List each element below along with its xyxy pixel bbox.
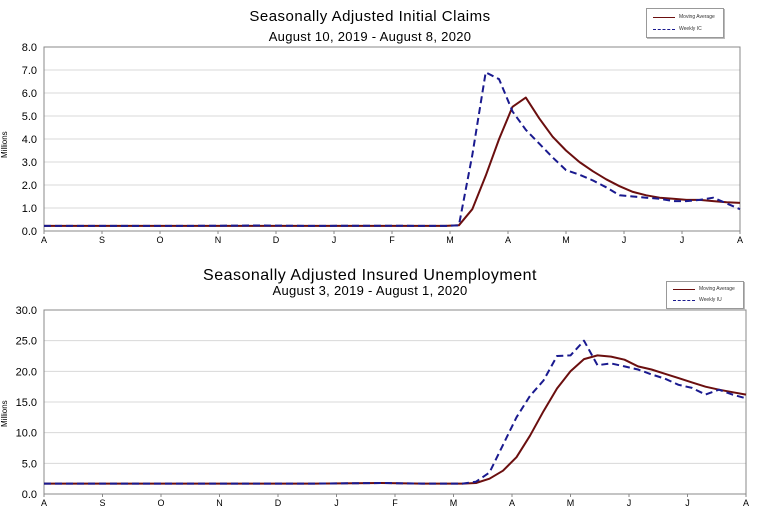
legend-label: Weekly IC [679,26,702,32]
y-tick-label: 1.0 [22,203,37,215]
y-axis-label: Millions [0,131,9,158]
legend-label: Weekly IU [699,297,722,303]
x-tick-label: N [215,235,222,245]
x-tick-label: A [737,235,743,245]
x-tick-label: D [275,498,282,508]
x-tick-label: J [685,498,690,508]
legend-label: Moving Average [699,286,735,292]
x-tick-label: J [680,235,685,245]
y-tick-label: 10.0 [16,428,37,440]
series-line-weekly-ic [44,71,741,227]
x-tick-label: J [627,498,632,508]
x-tick-label: D [273,235,280,245]
initial-claims-plot: 0.0 1.0 2.0 3.0 4.0 5.0 6.0 7.0 8.0 A S O N D J F M A M J J A [22,42,743,245]
x-tick-label: M [567,498,575,508]
y-tick-label: 3.0 [22,157,37,169]
x-tick-label: A [41,498,47,508]
insured-unemployment-plot: 0.0 5.0 10.0 15.0 20.0 25.0 30.0 A S O N D J F M A M J J A [16,305,749,508]
x-tick-label: A [743,498,749,508]
x-tick-label: F [392,498,398,508]
legend-swatch-dashed [673,299,695,301]
series-line-moving-average [44,354,747,485]
y-tick-label: 5.0 [22,458,37,470]
y-tick-label: 5.0 [22,111,37,123]
legend: Moving Average Weekly IC [646,8,724,38]
chart-title: Seasonally Adjusted Initial Claims [249,8,491,25]
chart-title: Seasonally Adjusted Insured Unemployment [203,267,537,284]
x-tick-label: J [332,235,337,245]
legend-swatch-solid [673,288,695,290]
y-axis-label: Millions [0,400,9,427]
series-line-moving-average [44,96,741,227]
x-tick-label: J [622,235,627,245]
legend-entry-weekly: Weekly IC [653,25,702,33]
x-tick-label: A [509,498,515,508]
y-tick-label: 2.0 [22,180,37,192]
x-tick-label: J [334,498,339,508]
chart-subtitle: August 10, 2019 - August 8, 2020 [268,29,472,44]
x-tick-label: O [156,235,163,245]
y-tick-label: 8.0 [22,42,37,54]
x-tick-label: O [157,498,164,508]
legend-entry-moving-average: Moving Average [653,13,715,21]
x-tick-label: M [562,235,570,245]
y-tick-label: 25.0 [16,336,37,348]
insured-unemployment-panel: Seasonally Adjusted Insured Unemployment… [0,262,760,521]
y-tick-label: 7.0 [22,65,37,77]
legend-swatch-dashed [653,28,675,30]
y-tick-label: 4.0 [22,134,37,146]
legend-entry-moving-average: Moving Average [673,285,735,293]
x-tick-label: A [505,235,511,245]
chart-subtitle: August 3, 2019 - August 1, 2020 [272,283,468,298]
y-tick-label: 6.0 [22,88,37,100]
x-tick-label: F [389,235,395,245]
legend-swatch-solid [653,16,675,18]
x-tick-label: M [450,498,458,508]
y-tick-label: 15.0 [16,397,37,409]
legend-label: Moving Average [679,14,715,20]
x-tick-label: N [216,498,223,508]
y-tick-label: 20.0 [16,366,37,378]
legend-entry-weekly: Weekly IU [673,296,722,304]
y-tick-label: 0.0 [22,489,37,501]
x-tick-label: S [99,498,105,508]
x-tick-label: M [446,235,454,245]
series-line-weekly-iu [44,339,747,485]
x-tick-label: S [99,235,105,245]
x-tick-label: A [41,235,47,245]
initial-claims-panel: Seasonally Adjusted Initial Claims Augus… [0,8,743,245]
y-tick-label: 0.0 [22,226,37,238]
legend: Moving Average Weekly IU [666,281,744,309]
y-tick-label: 30.0 [16,305,37,317]
